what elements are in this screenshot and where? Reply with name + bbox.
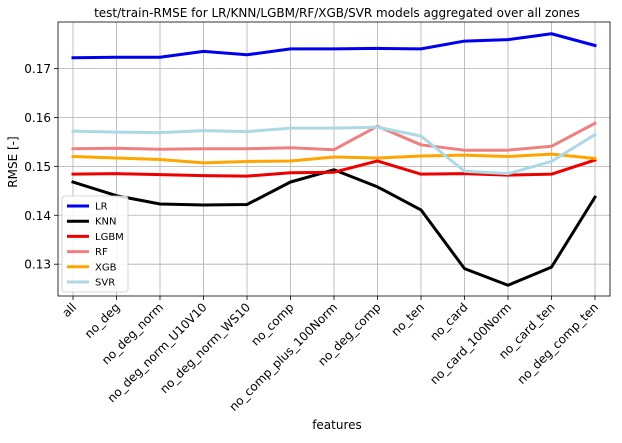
series-line-xgb: [71, 152, 597, 165]
x-tick-label: all: [59, 300, 79, 320]
series-lines: [71, 32, 598, 287]
legend-label-lgbm: LGBM: [95, 232, 124, 243]
x-tick-label: no_deg_comp_ten: [514, 300, 601, 387]
series-line-knn: [71, 168, 598, 287]
legend: LR KNN LGBM RF XGB SVR: [61, 195, 129, 293]
x-tick-label: no_deg: [82, 300, 123, 341]
legend-label-svr: SVR: [95, 278, 115, 289]
series-line-rf: [71, 121, 598, 152]
y-tick-label: 0.13: [24, 258, 51, 272]
y-tick-label: 0.15: [24, 160, 51, 174]
legend-label-xgb: XGB: [95, 262, 117, 273]
y-axis: 0.13 0.14 0.15 0.16 0.17: [24, 62, 58, 272]
x-tick-label: no_deg_norm_WS10: [157, 300, 253, 396]
x-axis: all no_degno_deg_normno_deg_norm_U10V10no…: [59, 296, 601, 414]
x-tick-label: no_card_100Norm: [427, 300, 514, 387]
series-line-svr: [71, 125, 598, 176]
x-tick-label: no_ten: [388, 300, 427, 339]
series-line-lr: [71, 32, 597, 60]
legend-label-lr: LR: [95, 202, 108, 213]
y-tick-label: 0.16: [24, 111, 51, 125]
x-axis-label: features: [312, 418, 362, 432]
legend-label-rf: RF: [95, 247, 108, 258]
chart-title: test/train-RMSE for LR/KNN/LGBM/RF/XGB/S…: [94, 6, 580, 20]
x-tick-label: no_card: [427, 300, 470, 343]
legend-label-knn: KNN: [95, 217, 117, 228]
y-axis-label: RMSE [-]: [6, 136, 20, 187]
y-tick-label: 0.17: [24, 62, 51, 76]
grid-lines: [58, 22, 610, 296]
y-tick-label: 0.14: [24, 209, 51, 223]
